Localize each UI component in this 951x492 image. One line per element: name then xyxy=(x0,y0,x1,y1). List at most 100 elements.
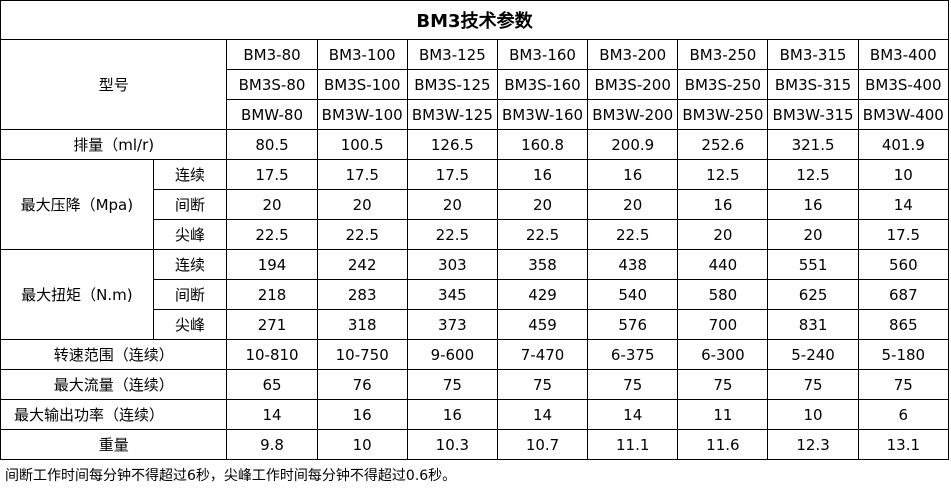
value-cell: 17.5 xyxy=(226,159,318,190)
model-label: 型号 xyxy=(0,39,228,130)
flow-row-label: 最大流量（连续） xyxy=(0,369,228,400)
value-cell: 429 xyxy=(496,279,589,310)
value-cell: 76 xyxy=(316,369,408,400)
model-cell: BM3W-400 xyxy=(857,99,950,130)
value-cell: 5-180 xyxy=(857,339,950,370)
value-cell: 12.5 xyxy=(767,159,859,190)
sub-label: 连续 xyxy=(152,159,228,190)
value-cell: 438 xyxy=(587,249,679,280)
value-cell: 271 xyxy=(226,309,318,340)
value-cell: 10.3 xyxy=(406,429,498,460)
value-cell: 218 xyxy=(226,279,318,310)
value-cell: 17.5 xyxy=(857,219,950,250)
power-row: 最大输出功率（连续） 14 16 16 14 14 11 10 6 xyxy=(0,399,950,430)
value-cell: 7-470 xyxy=(496,339,589,370)
model-cell: BM3-200 xyxy=(587,39,679,70)
value-cell: 6-300 xyxy=(677,339,769,370)
value-cell: 345 xyxy=(406,279,498,310)
table-title: BM3技术参数 xyxy=(0,0,949,40)
value-cell: 75 xyxy=(406,369,498,400)
value-cell: 17.5 xyxy=(316,159,408,190)
model-row: 型号 BM3-80 BM3-100 BM3-125 BM3-160 BM3-200 BM3-… xyxy=(0,39,950,130)
value-cell: 11.6 xyxy=(677,429,769,460)
value-cell: 358 xyxy=(496,249,589,280)
model-cell: BM3W-125 xyxy=(406,99,498,130)
value-cell: 440 xyxy=(677,249,769,280)
value-cell: 242 xyxy=(316,249,408,280)
value-cell: 560 xyxy=(857,249,950,280)
value-cell: 75 xyxy=(587,369,679,400)
title-row: BM3技术参数 xyxy=(0,0,949,40)
value-cell: 283 xyxy=(316,279,408,310)
value-cell: 22.5 xyxy=(226,219,318,250)
model-cell: BM3W-160 xyxy=(496,99,589,130)
displacement-row: 排量（ml/r) 80.5 100.5 126.5 160.8 200.9 252.6 321… xyxy=(0,129,950,160)
value-cell: 14 xyxy=(857,189,950,220)
value-cell: 373 xyxy=(406,309,498,340)
value-cell: 75 xyxy=(496,369,589,400)
sub-label: 连续 xyxy=(152,249,228,280)
value-cell: 831 xyxy=(767,309,859,340)
value-cell: 194 xyxy=(226,249,318,280)
value-cell: 14 xyxy=(496,399,589,430)
torque-row: 尖峰 271 318 373 459 576 700 831 865 xyxy=(1,309,950,340)
model-cell: BM3-100 xyxy=(316,39,408,70)
spec-table: BM3技术参数 型号 BM3-80 BM3-100 BM3-125 BM3-160 BM3… xyxy=(0,0,950,460)
value-cell: 16 xyxy=(316,399,408,430)
value-cell: 22.5 xyxy=(406,219,498,250)
value-cell: 75 xyxy=(767,369,859,400)
value-cell: 80.5 xyxy=(226,129,318,160)
value-cell: 459 xyxy=(496,309,589,340)
value-cell: 10-810 xyxy=(226,339,318,370)
weight-row-label: 重量 xyxy=(0,429,228,460)
value-cell: 16 xyxy=(496,159,589,190)
value-cell: 20 xyxy=(226,189,318,220)
model-cell: BM3W-250 xyxy=(677,99,769,130)
value-cell: 20 xyxy=(677,219,769,250)
value-cell: 10 xyxy=(316,429,408,460)
model-cell: BM3W-100 xyxy=(316,99,408,130)
value-cell: 160.8 xyxy=(496,129,589,160)
value-cell: 9-600 xyxy=(406,339,498,370)
value-cell: 11 xyxy=(677,399,769,430)
value-cell: 75 xyxy=(677,369,769,400)
value-cell: 401.9 xyxy=(857,129,950,160)
value-cell: 14 xyxy=(587,399,679,430)
model-cell: BM3S-250 xyxy=(677,69,769,100)
torque-row: 最大扭矩（N.m) 连续 194 242 303 358 438 440 551 560 xyxy=(0,249,950,340)
value-cell: 13.1 xyxy=(857,429,950,460)
value-cell: 20 xyxy=(587,189,679,220)
value-cell: 6-375 xyxy=(587,339,679,370)
sub-label: 尖峰 xyxy=(152,219,228,250)
pressure-row-label: 最大压降（Mpa) xyxy=(0,159,154,250)
value-cell: 22.5 xyxy=(587,219,679,250)
torque-row: 间断 218 283 345 429 540 580 625 687 xyxy=(1,279,950,310)
model-row: BM3S-80 BM3S-100 BM3S-125 BM3S-160 BM3S-200 B… xyxy=(1,69,950,100)
value-cell: 16 xyxy=(587,159,679,190)
value-cell: 303 xyxy=(406,249,498,280)
sub-label: 间断 xyxy=(152,189,228,220)
value-cell: 20 xyxy=(316,189,408,220)
value-cell: 252.6 xyxy=(677,129,769,160)
model-row: BMW-80 BM3W-100 BM3W-125 BM3W-160 BM3W-200 BM… xyxy=(1,99,950,130)
value-cell: 9.8 xyxy=(226,429,318,460)
value-cell: 6 xyxy=(857,399,950,430)
sub-label: 尖峰 xyxy=(152,309,228,340)
flow-row: 最大流量（连续） 65 76 75 75 75 75 75 75 xyxy=(0,369,950,400)
value-cell: 10 xyxy=(767,399,859,430)
value-cell: 14 xyxy=(226,399,318,430)
sub-label: 间断 xyxy=(152,279,228,310)
table-body: BM3技术参数 型号 BM3-80 BM3-100 BM3-125 BM3-160 BM3… xyxy=(0,0,950,460)
value-cell: 5-240 xyxy=(767,339,859,370)
value-cell: 12.3 xyxy=(767,429,859,460)
value-cell: 625 xyxy=(767,279,859,310)
value-cell: 16 xyxy=(677,189,769,220)
pressure-row: 间断 20 20 20 20 20 16 16 14 xyxy=(1,189,950,220)
model-cell: BM3S-160 xyxy=(496,69,589,100)
value-cell: 12.5 xyxy=(677,159,769,190)
value-cell: 10.7 xyxy=(496,429,589,460)
pressure-row: 最大压降（Mpa) 连续 17.5 17.5 17.5 16 16 12.5 12.5 10 xyxy=(0,159,950,250)
value-cell: 687 xyxy=(857,279,950,310)
value-cell: 20 xyxy=(767,219,859,250)
value-cell: 10-750 xyxy=(316,339,408,370)
